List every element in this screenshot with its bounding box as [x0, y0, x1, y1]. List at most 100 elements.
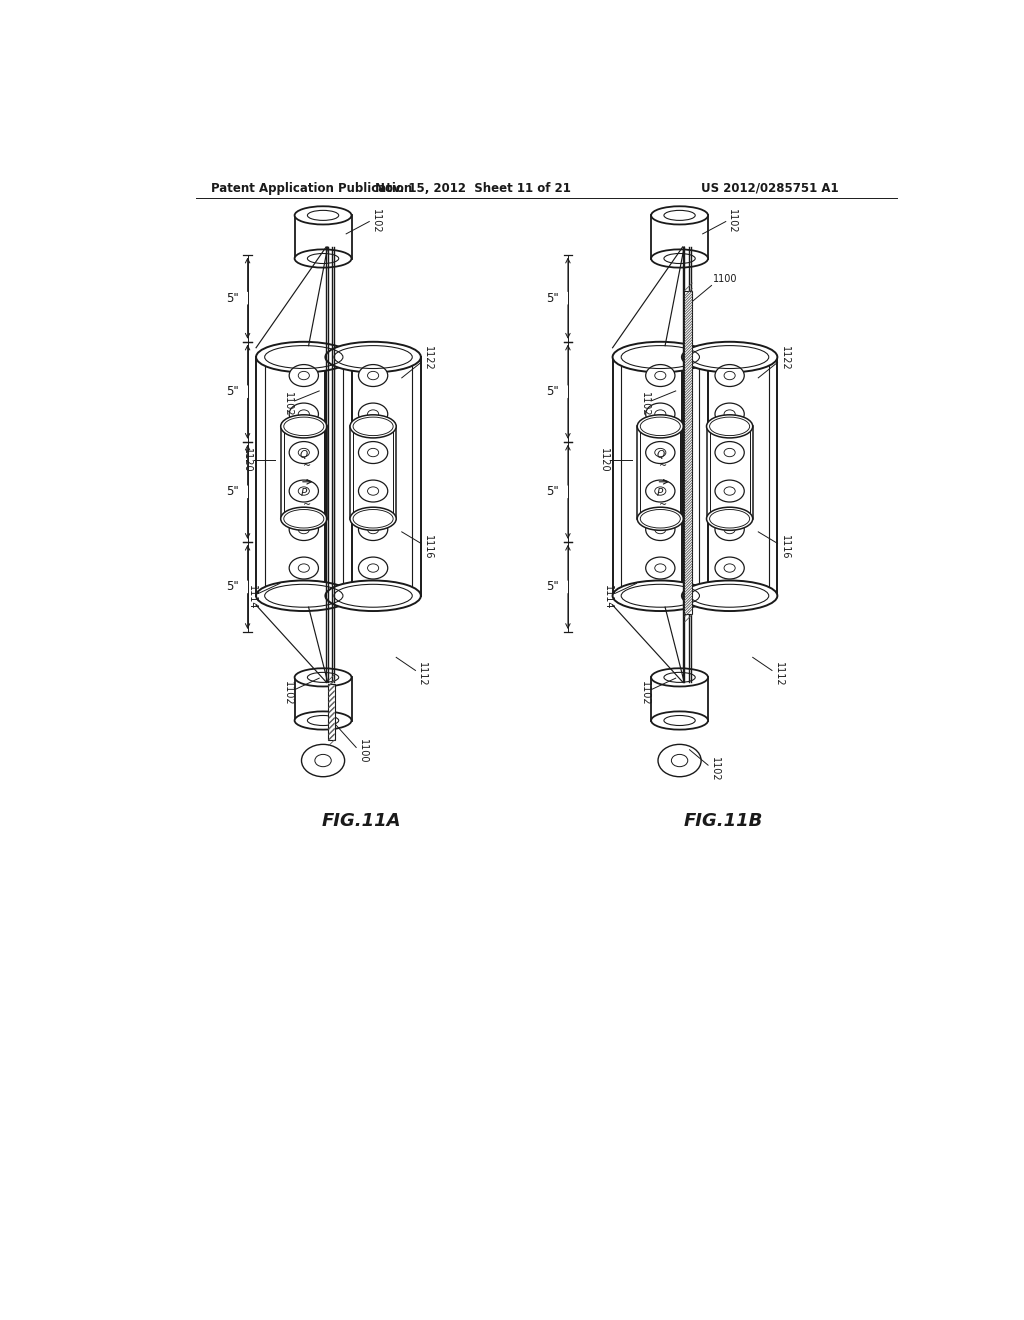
Ellipse shape	[646, 403, 675, 425]
Ellipse shape	[281, 414, 327, 438]
Text: 1116: 1116	[423, 535, 433, 560]
Text: 1102: 1102	[727, 210, 737, 234]
Text: 5": 5"	[546, 292, 559, 305]
Ellipse shape	[637, 414, 683, 438]
Text: 1120: 1120	[599, 447, 608, 473]
Ellipse shape	[295, 668, 351, 686]
Ellipse shape	[658, 744, 701, 776]
Bar	[682, 358, 777, 595]
Ellipse shape	[358, 480, 388, 502]
Ellipse shape	[646, 557, 675, 579]
Bar	[353, 426, 393, 519]
Bar	[329, 684, 335, 739]
Text: ~: ~	[303, 500, 311, 510]
Text: 5": 5"	[546, 385, 559, 399]
Ellipse shape	[646, 480, 675, 502]
Text: Q: Q	[300, 450, 308, 459]
Ellipse shape	[358, 403, 388, 425]
Text: Nov. 15, 2012  Sheet 11 of 21: Nov. 15, 2012 Sheet 11 of 21	[375, 182, 571, 194]
Bar	[612, 358, 708, 595]
Ellipse shape	[301, 744, 345, 776]
Ellipse shape	[682, 342, 777, 372]
Bar	[622, 358, 699, 595]
Text: P: P	[301, 488, 307, 499]
Text: 1102: 1102	[710, 756, 720, 781]
Text: FIG.11A: FIG.11A	[322, 812, 401, 829]
Ellipse shape	[651, 206, 708, 224]
FancyBboxPatch shape	[651, 677, 708, 721]
Bar	[281, 426, 327, 519]
Ellipse shape	[612, 342, 708, 372]
Bar	[707, 426, 753, 519]
Ellipse shape	[289, 480, 318, 502]
Bar	[710, 426, 750, 519]
Ellipse shape	[715, 480, 744, 502]
Ellipse shape	[295, 206, 351, 224]
Ellipse shape	[358, 519, 388, 540]
Ellipse shape	[289, 442, 318, 463]
Text: 1100: 1100	[713, 275, 737, 284]
Text: 1116: 1116	[780, 535, 790, 560]
Ellipse shape	[646, 364, 675, 387]
Bar	[334, 358, 413, 595]
Ellipse shape	[256, 342, 351, 372]
Ellipse shape	[707, 414, 753, 438]
FancyBboxPatch shape	[295, 215, 351, 259]
Ellipse shape	[651, 711, 708, 730]
Text: P: P	[657, 488, 664, 499]
Text: 1100: 1100	[357, 739, 368, 763]
Ellipse shape	[358, 442, 388, 463]
Text: 1114: 1114	[603, 585, 613, 610]
Ellipse shape	[295, 711, 351, 730]
Ellipse shape	[715, 557, 744, 579]
Text: 1102: 1102	[640, 392, 649, 417]
Bar	[284, 426, 324, 519]
Text: 1102: 1102	[283, 681, 293, 706]
Ellipse shape	[715, 364, 744, 387]
Text: ~: ~	[659, 462, 668, 471]
Bar	[326, 358, 421, 595]
Text: 1102: 1102	[283, 392, 293, 417]
Text: 1122: 1122	[780, 346, 790, 371]
FancyBboxPatch shape	[651, 215, 708, 259]
Text: US 2012/0285751 A1: US 2012/0285751 A1	[701, 182, 839, 194]
Text: 1102: 1102	[371, 210, 381, 234]
Text: Q: Q	[656, 450, 665, 459]
Text: ~: ~	[303, 462, 311, 471]
Ellipse shape	[281, 507, 327, 531]
Text: FIG.11B: FIG.11B	[684, 812, 763, 829]
Text: 5": 5"	[546, 581, 559, 594]
Ellipse shape	[350, 414, 396, 438]
Text: 5": 5"	[226, 292, 239, 305]
Ellipse shape	[646, 442, 675, 463]
Ellipse shape	[256, 581, 351, 611]
Text: 1120: 1120	[242, 447, 252, 473]
Bar	[264, 358, 343, 595]
Ellipse shape	[358, 557, 388, 579]
Ellipse shape	[651, 668, 708, 686]
Bar	[637, 426, 683, 519]
FancyBboxPatch shape	[295, 677, 351, 721]
Ellipse shape	[295, 249, 351, 268]
Ellipse shape	[637, 507, 683, 531]
Text: 1102: 1102	[640, 681, 649, 706]
Text: 5": 5"	[226, 385, 239, 399]
Ellipse shape	[715, 442, 744, 463]
Bar	[256, 358, 351, 595]
Ellipse shape	[326, 342, 421, 372]
Bar	[684, 290, 692, 614]
Text: 1112: 1112	[417, 663, 427, 686]
Ellipse shape	[715, 519, 744, 540]
Ellipse shape	[358, 364, 388, 387]
Ellipse shape	[289, 403, 318, 425]
Ellipse shape	[651, 249, 708, 268]
Bar	[640, 426, 680, 519]
Text: 5": 5"	[546, 486, 559, 499]
Text: 5": 5"	[226, 486, 239, 499]
Text: 5": 5"	[226, 581, 239, 594]
Text: ~: ~	[659, 500, 668, 510]
Ellipse shape	[289, 519, 318, 540]
Text: 1112: 1112	[773, 663, 783, 686]
Text: 1122: 1122	[423, 346, 433, 371]
Ellipse shape	[289, 364, 318, 387]
